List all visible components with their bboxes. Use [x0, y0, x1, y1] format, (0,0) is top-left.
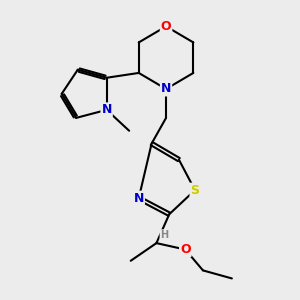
- Text: H: H: [160, 230, 169, 240]
- Text: O: O: [180, 243, 190, 256]
- Text: S: S: [190, 184, 200, 196]
- Text: N: N: [101, 103, 112, 116]
- Text: O: O: [161, 20, 171, 33]
- Text: N: N: [161, 82, 171, 95]
- Text: N: N: [134, 192, 144, 205]
